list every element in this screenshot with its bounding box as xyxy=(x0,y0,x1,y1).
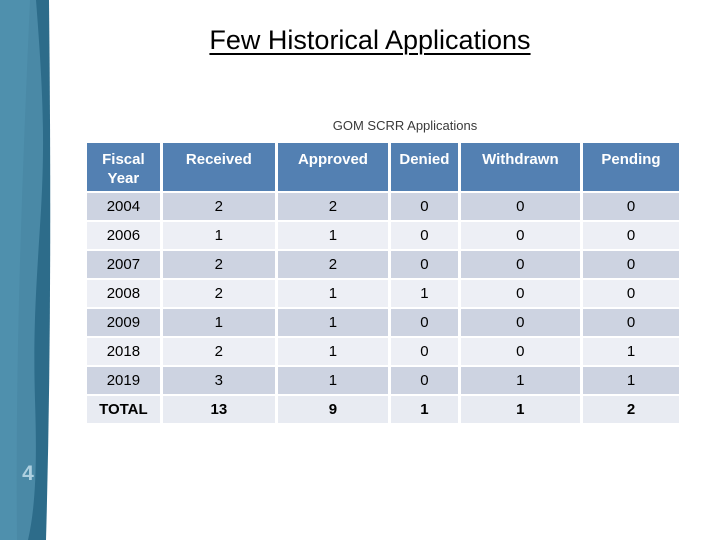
applications-table: Fiscal Year Received Approved Denied Withdra… xyxy=(84,141,682,425)
column-header-pending: Pending xyxy=(582,143,679,191)
value-cell: 1 xyxy=(277,367,389,394)
table-row: 2006 1 1 0 0 0 xyxy=(87,222,679,249)
value-cell: 0 xyxy=(391,222,458,249)
value-cell: 1 xyxy=(277,222,389,249)
sidebar-highlight-band xyxy=(0,0,30,540)
table-body: 2004 2 2 0 0 0 2006 1 1 0 0 0 2007 2 2 0 0 0 2008 2 1 1 0 0 2009… xyxy=(87,193,679,423)
value-cell: 0 xyxy=(391,193,458,220)
fiscal-year-cell: 2006 xyxy=(87,222,160,249)
value-cell: 2 xyxy=(162,280,275,307)
value-cell: 0 xyxy=(582,280,679,307)
column-header-denied: Denied xyxy=(391,143,458,191)
value-cell: 1 xyxy=(460,396,580,423)
value-cell: 3 xyxy=(162,367,275,394)
fiscal-year-cell: TOTAL xyxy=(87,396,160,423)
table-header-row: Fiscal Year Received Approved Denied Withdra… xyxy=(87,143,679,191)
fiscal-year-cell: 2018 xyxy=(87,338,160,365)
fiscal-year-cell: 2007 xyxy=(87,251,160,278)
value-cell: 2 xyxy=(277,193,389,220)
value-cell: 0 xyxy=(460,280,580,307)
fiscal-year-cell: 2008 xyxy=(87,280,160,307)
value-cell: 13 xyxy=(162,396,275,423)
value-cell: 9 xyxy=(277,396,389,423)
table-row: 2004 2 2 0 0 0 xyxy=(87,193,679,220)
column-header-approved: Approved xyxy=(277,143,389,191)
value-cell: 1 xyxy=(162,309,275,336)
value-cell: 0 xyxy=(582,309,679,336)
table-row: 2019 3 1 0 1 1 xyxy=(87,367,679,394)
column-header-received: Received xyxy=(162,143,275,191)
table-caption: GOM SCRR Applications xyxy=(332,118,478,133)
fiscal-year-cell: 2019 xyxy=(87,367,160,394)
value-cell: 0 xyxy=(460,338,580,365)
fiscal-year-cell: 2004 xyxy=(87,193,160,220)
value-cell: 1 xyxy=(277,280,389,307)
column-header-fiscal-year: Fiscal Year xyxy=(87,143,160,191)
value-cell: 1 xyxy=(162,222,275,249)
slide-title: Few Historical Applications xyxy=(209,25,531,55)
value-cell: 0 xyxy=(460,251,580,278)
value-cell: 0 xyxy=(582,193,679,220)
value-cell: 1 xyxy=(582,338,679,365)
table-row: 2018 2 1 0 0 1 xyxy=(87,338,679,365)
value-cell: 0 xyxy=(460,193,580,220)
column-header-withdrawn: Withdrawn xyxy=(460,143,580,191)
value-cell: 0 xyxy=(582,251,679,278)
table-total-row: TOTAL 13 9 1 1 2 xyxy=(87,396,679,423)
value-cell: 0 xyxy=(391,251,458,278)
value-cell: 1 xyxy=(460,367,580,394)
value-cell: 1 xyxy=(391,280,458,307)
value-cell: 0 xyxy=(460,222,580,249)
value-cell: 2 xyxy=(582,396,679,423)
value-cell: 2 xyxy=(162,193,275,220)
value-cell: 2 xyxy=(277,251,389,278)
value-cell: 1 xyxy=(277,338,389,365)
table-row: 2007 2 2 0 0 0 xyxy=(87,251,679,278)
fiscal-year-cell: 2009 xyxy=(87,309,160,336)
page-number: 4 xyxy=(22,462,34,485)
value-cell: 0 xyxy=(460,309,580,336)
sidebar-accent-shape xyxy=(0,0,51,540)
value-cell: 0 xyxy=(391,367,458,394)
value-cell: 0 xyxy=(391,338,458,365)
value-cell: 1 xyxy=(391,396,458,423)
value-cell: 1 xyxy=(582,367,679,394)
table-row: 2008 2 1 1 0 0 xyxy=(87,280,679,307)
value-cell: 0 xyxy=(582,222,679,249)
table-row: 2009 1 1 0 0 0 xyxy=(87,309,679,336)
value-cell: 2 xyxy=(162,338,275,365)
value-cell: 2 xyxy=(162,251,275,278)
value-cell: 1 xyxy=(277,309,389,336)
value-cell: 0 xyxy=(391,309,458,336)
